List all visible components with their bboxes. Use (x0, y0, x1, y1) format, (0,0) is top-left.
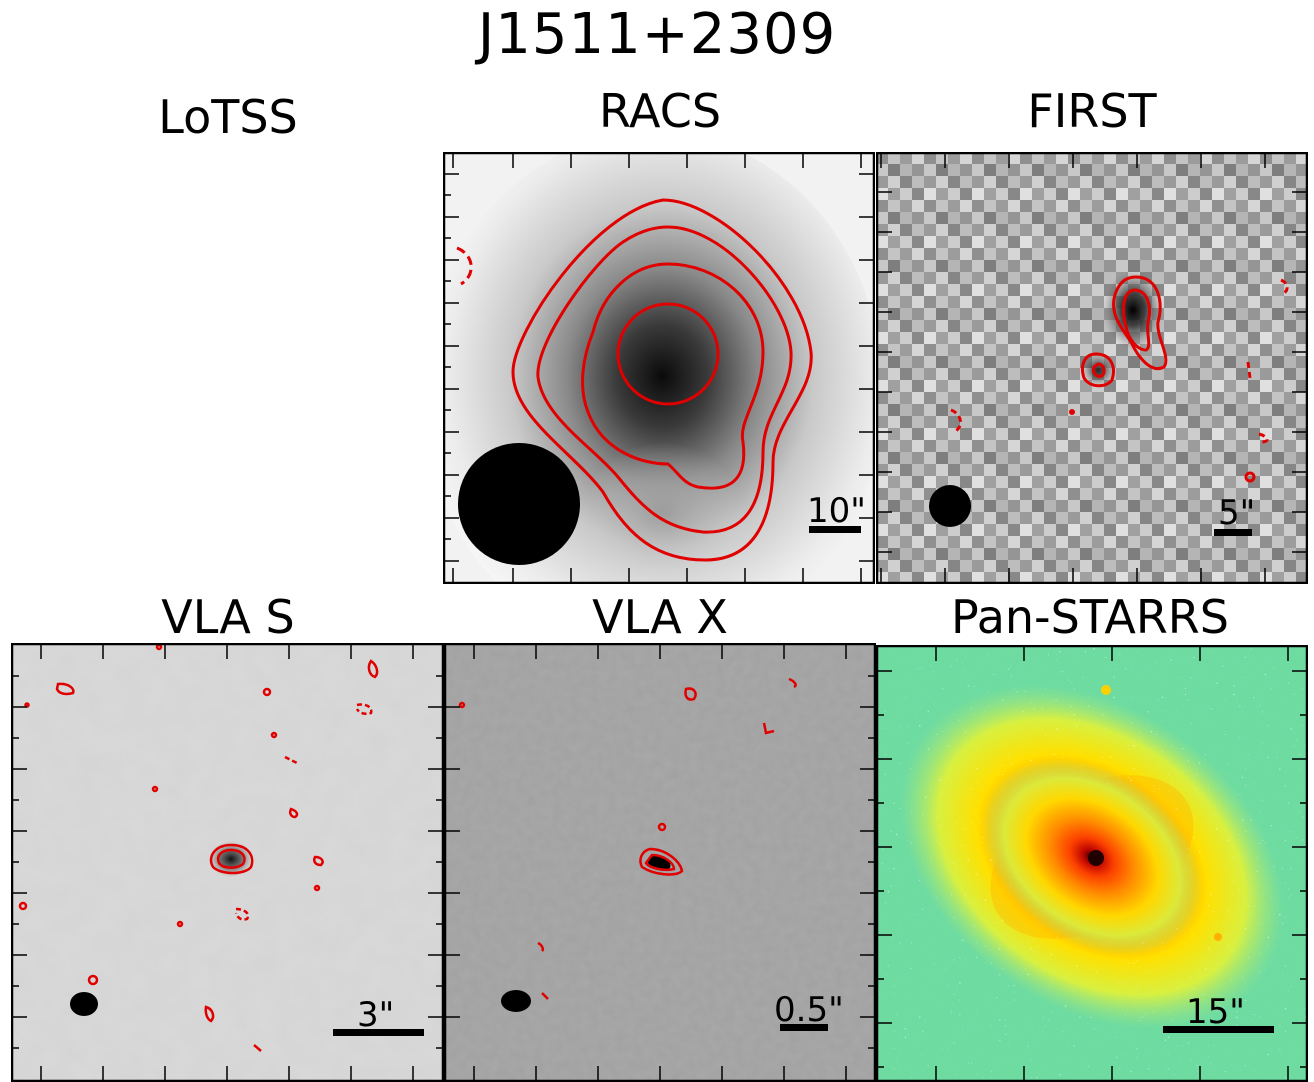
vla-x-scale-label: 0.5" (774, 990, 844, 1030)
racs-contour-3 (581, 262, 765, 490)
vla-s-frame (11, 643, 444, 1082)
vla-s-scale-label: 3" (357, 995, 394, 1035)
vla-s-scale-bar (333, 1029, 424, 1036)
vla-s-contours (18, 643, 379, 1052)
racs-scale-bar (809, 526, 861, 533)
vla-x-scale-bar (780, 1024, 828, 1031)
first-source-emission (1103, 270, 1163, 350)
panel-title-vla-x: VLA X (592, 590, 728, 644)
first-contours (950, 275, 1289, 483)
panstarrs-nucleus (1088, 850, 1104, 866)
first-contour-inner (1122, 288, 1151, 352)
panstarrs-scale-label: 15" (1186, 992, 1245, 1032)
racs-beam-ellipse (458, 443, 580, 565)
racs-contour-1 (511, 198, 813, 562)
first-contour-secondary (1081, 352, 1115, 388)
racs-frame (443, 152, 875, 584)
vla-s-source-emission (209, 841, 253, 877)
panstarrs-frame (876, 645, 1308, 1082)
vla-x-contours (458, 677, 797, 1000)
panel-title-racs: RACS (598, 84, 722, 138)
vla-s-image-panel: 3" (11, 643, 444, 1082)
panstarrs-scale-bar (1163, 1026, 1274, 1033)
racs-contour-2 (536, 225, 793, 534)
first-frame (876, 152, 1308, 584)
panel-title-vla-s: VLA S (161, 590, 295, 644)
vla-x-image-panel: 0.5" (444, 643, 876, 1082)
vla-x-contour-outer (639, 847, 684, 876)
panel-title-panstarrs: Pan-STARRS (951, 590, 1229, 644)
vla-x-beam-ellipse (501, 990, 531, 1012)
racs-image-panel: 10" (443, 152, 875, 584)
first-image-panel: 5" (876, 152, 1308, 584)
first-beam-ellipse (929, 485, 971, 527)
racs-scale-label: 10" (807, 491, 866, 531)
figure-title: J1511+2309 (477, 2, 837, 67)
racs-contour-inner (616, 302, 720, 406)
first-scale-label: 5" (1218, 493, 1255, 533)
vla-x-frame (444, 643, 876, 1082)
panstarrs-image-panel: 15" (876, 645, 1308, 1082)
first-scale-bar (1214, 529, 1252, 536)
racs-contours (456, 198, 813, 562)
vla-s-contour-outer (209, 843, 254, 875)
panel-title-first: FIRST (1027, 84, 1157, 138)
vla-s-beam-ellipse (70, 992, 98, 1016)
first-axis-ticks (876, 152, 1308, 584)
racs-negative-contour (456, 246, 473, 286)
first-contour-outer (1112, 275, 1168, 371)
panel-title-lotss: LoTSS (158, 90, 298, 144)
